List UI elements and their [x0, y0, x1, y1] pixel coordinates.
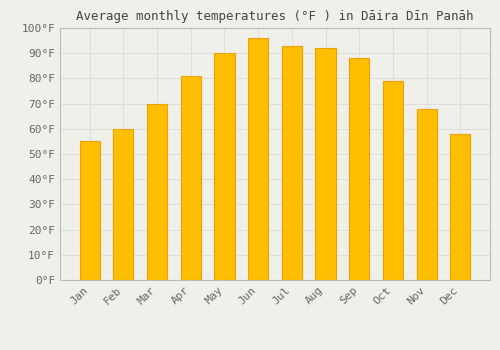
Bar: [450, 134, 470, 280]
Bar: [80, 141, 100, 280]
Bar: [248, 38, 268, 280]
Bar: [316, 48, 336, 280]
Bar: [113, 129, 134, 280]
Bar: [383, 81, 403, 280]
Bar: [282, 46, 302, 280]
Bar: [147, 104, 167, 280]
Bar: [349, 58, 370, 280]
Bar: [180, 76, 201, 280]
Bar: [214, 53, 234, 280]
Bar: [416, 108, 437, 280]
Title: Average monthly temperatures (°F ) in Dāira Dīn Panāh: Average monthly temperatures (°F ) in Dā…: [76, 10, 474, 23]
